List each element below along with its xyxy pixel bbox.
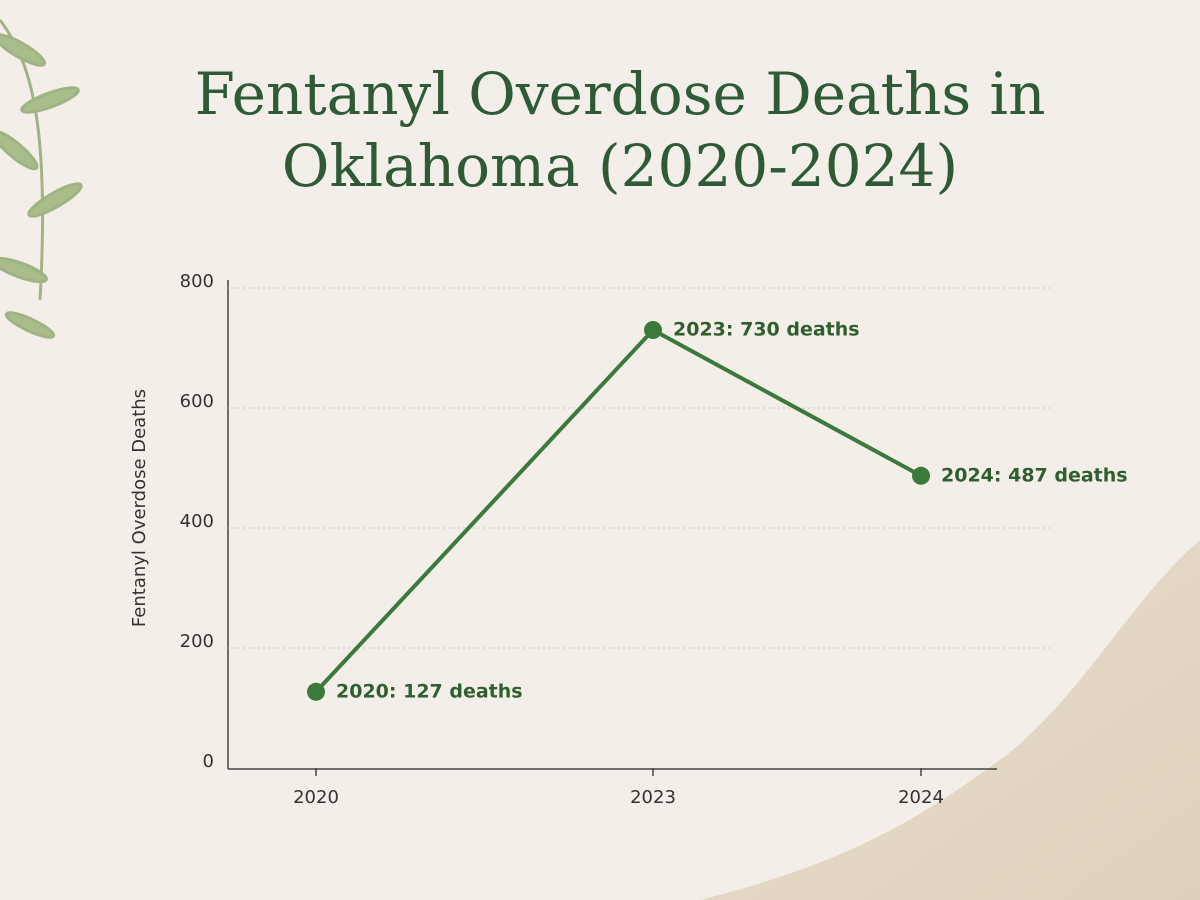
x-tick-label: 2024 bbox=[898, 787, 944, 808]
data-label: 2020: 127 deaths bbox=[336, 680, 523, 702]
x-tick-label: 2023 bbox=[630, 787, 676, 808]
y-tick-label: 400 bbox=[180, 511, 214, 532]
data-point bbox=[307, 682, 325, 701]
y-tick-label: 0 bbox=[203, 751, 214, 772]
data-line bbox=[314, 327, 922, 694]
leaf-decor bbox=[0, 19, 83, 339]
y-tick-label: 600 bbox=[180, 391, 214, 412]
chart-title: Fentanyl Overdose Deaths in Oklahoma (20… bbox=[194, 60, 1046, 200]
y-tick-label: 800 bbox=[180, 271, 214, 292]
x-tick-label: 2020 bbox=[293, 787, 339, 808]
data-label: 2024: 487 deaths bbox=[941, 464, 1128, 486]
data-point bbox=[912, 466, 930, 485]
y-tick-label: 200 bbox=[180, 631, 214, 652]
data-label: 2023: 730 deaths bbox=[673, 319, 860, 341]
y-axis-label: Fentanyl Overdose Deaths bbox=[129, 389, 150, 627]
sand-decor bbox=[700, 540, 1200, 900]
data-point bbox=[644, 321, 662, 339]
